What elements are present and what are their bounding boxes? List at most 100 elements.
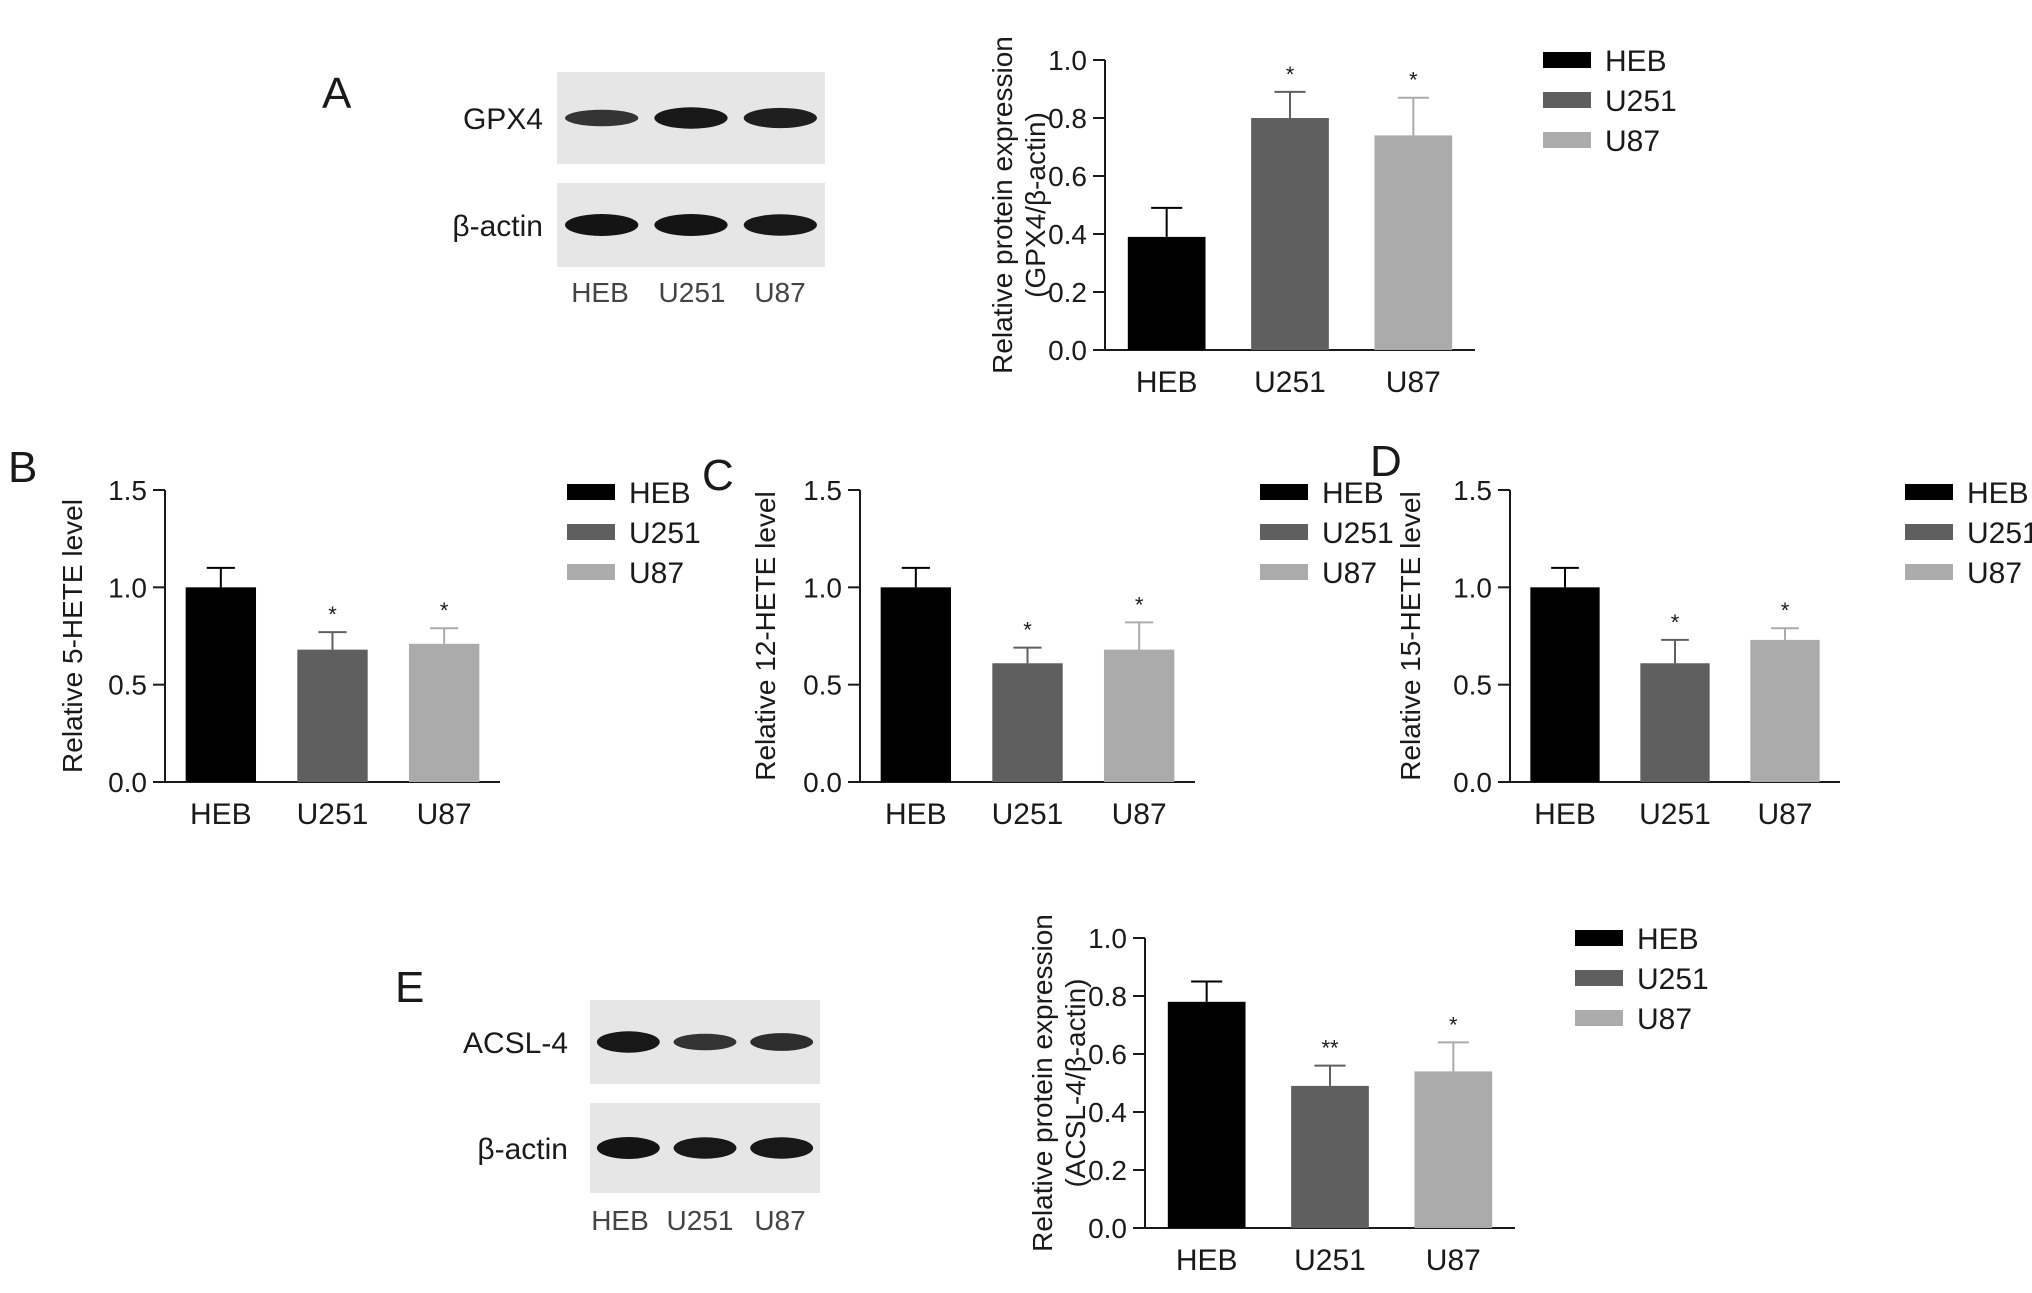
bar-u87	[1750, 639, 1820, 782]
significance-marker: *	[328, 602, 337, 627]
legend-swatch	[1543, 92, 1591, 108]
y-tick-label: 0.8	[1088, 981, 1127, 1012]
bar-u251	[992, 663, 1063, 782]
x-category-label: HEB	[1176, 1244, 1238, 1277]
western-blot-gpx4: GPX4 β-actin HEB U251 U87	[452, 72, 825, 308]
y-axis-label: Relative protein expression	[987, 36, 1018, 374]
y-tick-label: 0.4	[1088, 1097, 1127, 1128]
y-tick-label: 0.0	[1453, 767, 1492, 798]
bar-chart-acsl4: 0.0 0.2 0.4 0.6 0.8 1.0 Relative protein expre…	[1027, 914, 1709, 1277]
x-category-label: U87	[1757, 798, 1812, 831]
blot-band	[596, 1137, 660, 1159]
legend-swatch	[1905, 564, 1953, 580]
y-tick-label: 1.0	[1048, 45, 1087, 76]
western-blot-acsl4: ACSL-4 β-actin HEB U251 U87	[463, 1000, 820, 1236]
bar-heb	[1167, 1001, 1246, 1228]
y-tick-label: 0.2	[1048, 277, 1087, 308]
blot-band	[750, 1033, 814, 1051]
legend-swatch	[567, 524, 615, 540]
legend-label: U87	[1605, 125, 1660, 158]
legend-swatch	[1543, 52, 1591, 68]
legend-swatch	[1575, 970, 1623, 986]
bar-heb	[1127, 236, 1206, 350]
y-tick-label: 0.8	[1048, 103, 1087, 134]
y-axis-label: Relative 15-HETE level	[1395, 491, 1426, 780]
bar-chart-15-hete: 0.0 0.5 1.0 1.5 Relative 15-HETE level HEB * U2…	[1395, 475, 2032, 831]
bar-u87	[408, 643, 480, 782]
legend-label: U251	[1322, 517, 1394, 550]
bar-u87	[1103, 649, 1175, 782]
x-category-label: HEB	[1136, 366, 1198, 399]
panel-letter-d: D	[1370, 437, 1402, 486]
legend-swatch	[1575, 1010, 1623, 1026]
bar-chart-gpx4: 0.0 0.2 0.4 0.6 0.8 1.0 Relative protein expre…	[987, 36, 1677, 399]
y-tick-label: 1.0	[803, 572, 842, 603]
y-tick-label: 1.5	[108, 475, 147, 506]
bar-u251	[1251, 118, 1329, 350]
bar-u251	[1291, 1085, 1369, 1228]
legend-label: HEB	[1322, 477, 1384, 510]
x-category-label: U251	[1639, 798, 1711, 831]
bar-heb	[880, 587, 952, 782]
legend-label: U87	[1322, 557, 1377, 590]
y-tick-label: 0.5	[803, 670, 842, 701]
legend-swatch	[1260, 524, 1308, 540]
y-axis-label: Relative 12-HETE level	[750, 491, 781, 780]
blot-lane-label: HEB	[591, 1205, 649, 1236]
y-tick-label: 0.6	[1048, 161, 1087, 192]
significance-marker: *	[1286, 62, 1295, 87]
x-category-label: U87	[417, 798, 472, 831]
legend-swatch	[567, 484, 615, 500]
y-tick-label: 0.0	[108, 767, 147, 798]
y-tick-label: 0.0	[803, 767, 842, 798]
significance-marker: *	[1409, 68, 1418, 93]
blot-band	[673, 1033, 737, 1051]
panel-letter-a: A	[322, 69, 352, 118]
legend-swatch	[1260, 564, 1308, 580]
y-tick-label: 1.0	[1088, 923, 1127, 954]
blot-row-label: GPX4	[463, 103, 543, 136]
significance-marker: *	[1781, 598, 1790, 623]
legend-label: U251	[1605, 85, 1677, 118]
legend-label: U87	[629, 557, 684, 590]
blot-band	[743, 107, 817, 129]
y-tick-label: 0.0	[1088, 1213, 1127, 1244]
legend-swatch	[1575, 930, 1623, 946]
blot-lane-label: U87	[754, 1205, 805, 1236]
bar-heb	[1530, 587, 1600, 782]
x-category-label: U87	[1426, 1244, 1481, 1277]
legend-swatch	[1905, 484, 1953, 500]
x-category-label: U251	[1254, 366, 1326, 399]
blot-lane-label: U87	[754, 277, 805, 308]
legend-label: U251	[1637, 963, 1709, 996]
bar-u251	[297, 649, 368, 782]
blot-row-label: β-actin	[477, 1133, 568, 1166]
y-tick-label: 0.6	[1088, 1039, 1127, 1070]
significance-marker: *	[1449, 1012, 1458, 1037]
blot-band	[750, 1137, 814, 1159]
legend-label: HEB	[1637, 923, 1699, 956]
bar-u87	[1374, 135, 1453, 350]
x-category-label: U251	[297, 798, 369, 831]
y-tick-label: 1.5	[803, 475, 842, 506]
blot-band	[743, 214, 817, 236]
bar-u87	[1414, 1071, 1493, 1228]
y-axis-label: (GPX4/β-actin)	[1020, 112, 1051, 298]
legend-label: HEB	[1967, 477, 2029, 510]
blot-row-label: ACSL-4	[463, 1027, 568, 1060]
blot-lane-label: HEB	[571, 277, 629, 308]
blot-lane-label: U251	[659, 277, 726, 308]
blot-band	[596, 1031, 660, 1053]
blot-row-label: β-actin	[452, 210, 543, 243]
x-category-label: U87	[1386, 366, 1441, 399]
blot-band	[654, 107, 728, 129]
legend-label: HEB	[1605, 45, 1667, 78]
blot-band	[565, 214, 639, 236]
y-tick-label: 0.5	[1453, 670, 1492, 701]
significance-marker: **	[1321, 1036, 1339, 1061]
blot-band	[673, 1137, 737, 1159]
y-tick-label: 1.0	[108, 572, 147, 603]
y-tick-label: 0.0	[1048, 335, 1087, 366]
y-axis-label: Relative 5-HETE level	[57, 499, 88, 773]
